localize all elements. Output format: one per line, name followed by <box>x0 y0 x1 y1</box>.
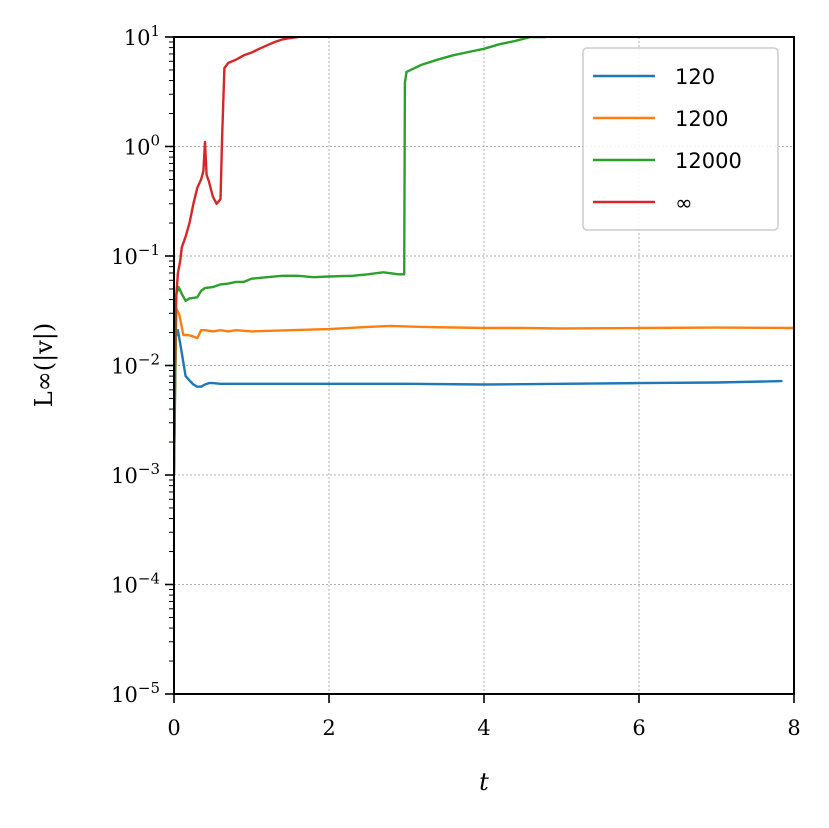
series-line-120 <box>174 329 783 467</box>
legend: 120 1200 12000 ∞ <box>582 47 779 231</box>
series-line-∞ <box>174 37 299 476</box>
plot-frame <box>173 36 795 695</box>
x-tick-label: 6 <box>632 716 645 740</box>
legend-label: ∞ <box>675 191 693 215</box>
legend-box <box>582 47 779 231</box>
x-axis-label: t <box>479 768 489 796</box>
y-axis-label: L∞(|v|) <box>30 323 59 407</box>
legend-label: 12000 <box>675 149 742 173</box>
legend-label: 1200 <box>675 107 728 131</box>
series-line-12000 <box>174 37 546 476</box>
plot-lines <box>174 37 794 476</box>
legend-label: 120 <box>675 65 715 89</box>
x-tick-label: 2 <box>322 716 335 740</box>
x-tick-label: 8 <box>787 716 800 740</box>
series-line-1200 <box>174 307 794 456</box>
x-tick-label: 4 <box>477 716 490 740</box>
x-tick-label: 0 <box>167 716 180 740</box>
